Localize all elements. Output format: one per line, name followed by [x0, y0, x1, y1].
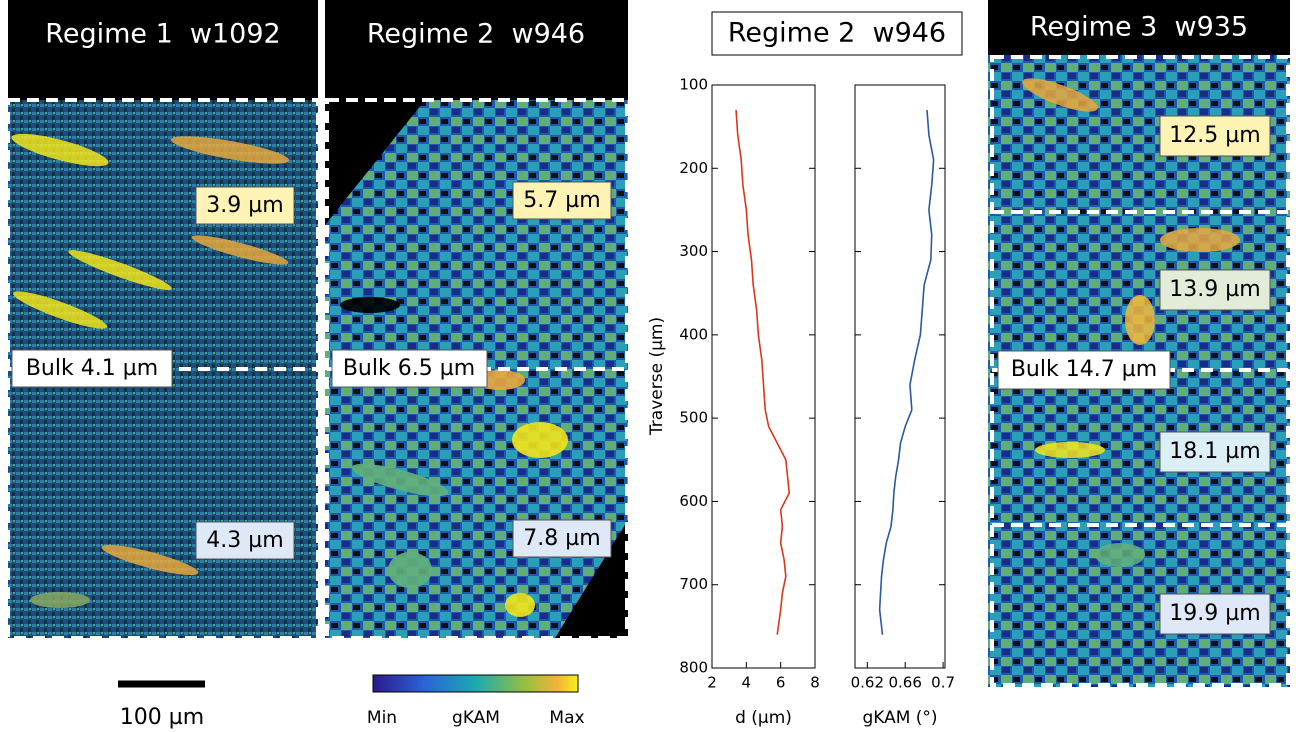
x-tick-label: 4 [742, 674, 752, 692]
colorbar-min: Min [367, 708, 397, 728]
panel-title: Regime 3 w935 [1030, 12, 1248, 43]
grain-size-label: 7.8 µm [523, 526, 600, 551]
x-tick-label: 2 [707, 674, 717, 692]
map-features [11, 133, 290, 608]
colorbar [372, 674, 579, 693]
y-tick-label: 700 [679, 575, 708, 593]
title-band [988, 0, 1290, 57]
x-tick-label: 0.66 [889, 674, 922, 692]
label-box [1159, 115, 1271, 157]
panel-title: Regime 1 w1092 [45, 19, 280, 50]
title-band [325, 0, 628, 100]
y-tick-label: 100 [679, 76, 708, 94]
scale-bar-label: 100 µm [120, 705, 204, 730]
bulk-label: Bulk 4.1 µm [26, 356, 158, 381]
no-data [325, 100, 425, 225]
label-box [512, 181, 612, 220]
grain-size-label: 3.9 µm [206, 193, 283, 218]
plot-frame [854, 84, 946, 669]
y-axis-label: Traverse (µm) [647, 317, 667, 436]
grain-size-label: 12.5 µm [1169, 123, 1260, 148]
panel-title: Regime 2 w946 [367, 19, 585, 50]
y-tick-label: 800 [679, 659, 708, 677]
x-tick-label: 0.62 [851, 674, 884, 692]
label-box [195, 521, 295, 560]
grain-size-label: 19.9 µm [1169, 601, 1260, 626]
profile-line [735, 109, 791, 635]
label-box [997, 350, 1171, 390]
bulk-label: Bulk 6.5 µm [343, 356, 475, 381]
label-box [1159, 269, 1271, 311]
x-axis-label: gKAM (°) [862, 708, 937, 728]
profile-title: Regime 2 w946 [728, 18, 946, 49]
bulk-label: Bulk 14.7 µm [1011, 357, 1157, 382]
colorbar-label: gKAM [452, 708, 500, 728]
map-features [1022, 78, 1240, 567]
label-box [512, 519, 612, 558]
grain-size-label: 4.3 µm [206, 528, 283, 553]
y-tick-label: 600 [679, 492, 708, 510]
y-tick-label: 300 [679, 242, 708, 260]
y-tick-label: 500 [679, 409, 708, 427]
title-band [8, 0, 318, 100]
label-box [11, 349, 173, 388]
profile-title-box [711, 11, 963, 56]
label-box [195, 186, 295, 225]
label-box [1159, 431, 1271, 473]
colorbar-max: Max [549, 708, 584, 728]
x-tick-label: 6 [776, 674, 786, 692]
grain-size-label: 13.9 µm [1169, 277, 1260, 302]
label-box [331, 349, 488, 388]
grain-size-label: 5.7 µm [523, 188, 600, 213]
profile-line [878, 109, 935, 635]
grain-size-label: 18.1 µm [1169, 439, 1260, 464]
label-box [1159, 593, 1271, 635]
x-axis-label: d (µm) [735, 708, 792, 728]
map-features [340, 297, 568, 617]
y-tick-label: 400 [679, 325, 708, 343]
x-tick-label: 0.7 [931, 674, 955, 692]
y-tick-label: 200 [679, 159, 708, 177]
x-tick-label: 8 [810, 674, 820, 692]
